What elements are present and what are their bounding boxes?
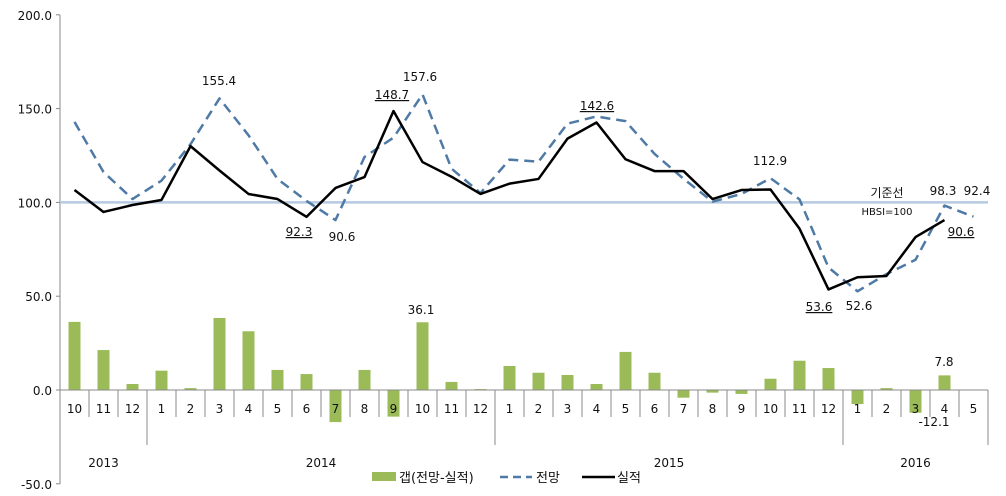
gap-bar <box>358 369 371 390</box>
gap-bar <box>851 390 864 405</box>
x-tick-label: 6 <box>651 402 659 416</box>
gap-bar <box>184 388 197 390</box>
x-tick-label: 3 <box>912 402 920 416</box>
actual-line <box>73 109 946 291</box>
x-tick-label: 3 <box>564 402 572 416</box>
x-tick-label: 4 <box>941 402 949 416</box>
data-label: 112.9 <box>753 154 787 168</box>
legend-swatch-gap <box>372 472 396 481</box>
x-tick-label: 2 <box>187 402 195 416</box>
x-tick-label: 12 <box>125 402 140 416</box>
data-label: 7.8 <box>934 355 953 369</box>
data-label: 52.6 <box>846 299 873 313</box>
gap-bar <box>532 372 545 390</box>
gap-bar <box>387 390 400 417</box>
x-tick-label: 8 <box>361 402 369 416</box>
data-label: 142.6 <box>580 99 614 113</box>
gap-bar <box>242 331 255 390</box>
gap-bar <box>909 390 922 413</box>
y-tick-label: 150.0 <box>18 103 52 117</box>
gap-bar <box>68 321 81 390</box>
gap-bar <box>97 350 110 390</box>
x-tick-label: 1 <box>854 402 862 416</box>
legend-label-actual: 실적 <box>617 471 641 486</box>
data-label: 92.3 <box>286 225 313 239</box>
x-tick-label: 1 <box>506 402 514 416</box>
data-label: 148.7 <box>375 88 409 102</box>
gap-bar <box>677 390 690 398</box>
x-tick-label: 2 <box>883 402 891 416</box>
x-tick-label: 9 <box>738 402 746 416</box>
gap-bar <box>126 383 139 390</box>
year-label: 2013 <box>88 456 119 470</box>
x-tick-label: 1 <box>158 402 166 416</box>
gap-bar <box>706 390 719 393</box>
x-tick-label: 10 <box>763 402 778 416</box>
x-tick-label: 12 <box>473 402 488 416</box>
y-tick-label: 0.0 <box>33 384 52 398</box>
legend-label-gap: 갭(전망-실적) <box>399 471 474 486</box>
gap-bar <box>648 372 661 390</box>
gap-bar <box>822 368 835 390</box>
x-tick-label: 5 <box>274 402 282 416</box>
data-label: 92.4 <box>964 184 991 198</box>
gap-bar <box>416 322 429 390</box>
data-label: 53.6 <box>806 300 833 314</box>
x-tick-label: 11 <box>444 402 459 416</box>
y-tick-label: 100.0 <box>18 196 52 210</box>
gap-bar <box>503 365 516 390</box>
x-tick-label: 7 <box>332 402 340 416</box>
y-tick-label: 200.0 <box>18 9 52 23</box>
gap-bar <box>561 374 574 390</box>
year-label: 2015 <box>654 456 685 470</box>
year-label: 2014 <box>306 456 337 470</box>
x-tick-label: 9 <box>390 402 398 416</box>
gap-bar <box>880 388 893 390</box>
data-label: 90.6 <box>329 230 356 244</box>
x-tick-label: 7 <box>680 402 688 416</box>
reference-sublabel: HBSI=100 <box>862 207 913 218</box>
reference-label: 기준선 <box>870 186 903 200</box>
gap-bar <box>938 375 951 390</box>
data-label: 157.6 <box>403 70 437 84</box>
x-tick-label: 5 <box>622 402 630 416</box>
gap-bar <box>764 378 777 390</box>
legend-label-forecast: 전망 <box>536 471 560 486</box>
gap-bar <box>213 317 226 390</box>
x-tick-label: 12 <box>821 402 836 416</box>
gap-bar <box>271 369 284 390</box>
x-tick-label: 11 <box>792 402 807 416</box>
x-tick-label: 5 <box>970 402 978 416</box>
gap-bar <box>300 374 313 390</box>
gap-bar <box>793 360 806 390</box>
x-tick-label: 4 <box>593 402 601 416</box>
data-label: 98.3 <box>930 184 957 198</box>
x-tick-label: 2 <box>535 402 543 416</box>
gap-bar <box>445 381 458 390</box>
data-label: 36.1 <box>408 303 435 317</box>
x-tick-label: 11 <box>96 402 111 416</box>
y-tick-label: 50.0 <box>25 290 52 304</box>
x-tick-label: 6 <box>303 402 311 416</box>
data-label: 155.4 <box>202 74 236 88</box>
data-label: -12.1 <box>918 415 949 429</box>
data-label: 90.6 <box>948 225 975 239</box>
x-tick-label: 10 <box>415 402 430 416</box>
x-tick-label: 8 <box>709 402 717 416</box>
y-tick-label: -50.0 <box>21 478 52 492</box>
gap-bar <box>155 370 168 390</box>
x-tick-label: 10 <box>67 402 82 416</box>
x-tick-label: 3 <box>216 402 224 416</box>
gap-bar <box>329 390 342 423</box>
x-tick-label: 4 <box>245 402 253 416</box>
gap-bar <box>619 351 632 390</box>
gap-bar <box>735 390 748 394</box>
gap-bar <box>590 383 603 390</box>
forecast-line <box>73 93 974 293</box>
year-label: 2016 <box>900 456 931 470</box>
